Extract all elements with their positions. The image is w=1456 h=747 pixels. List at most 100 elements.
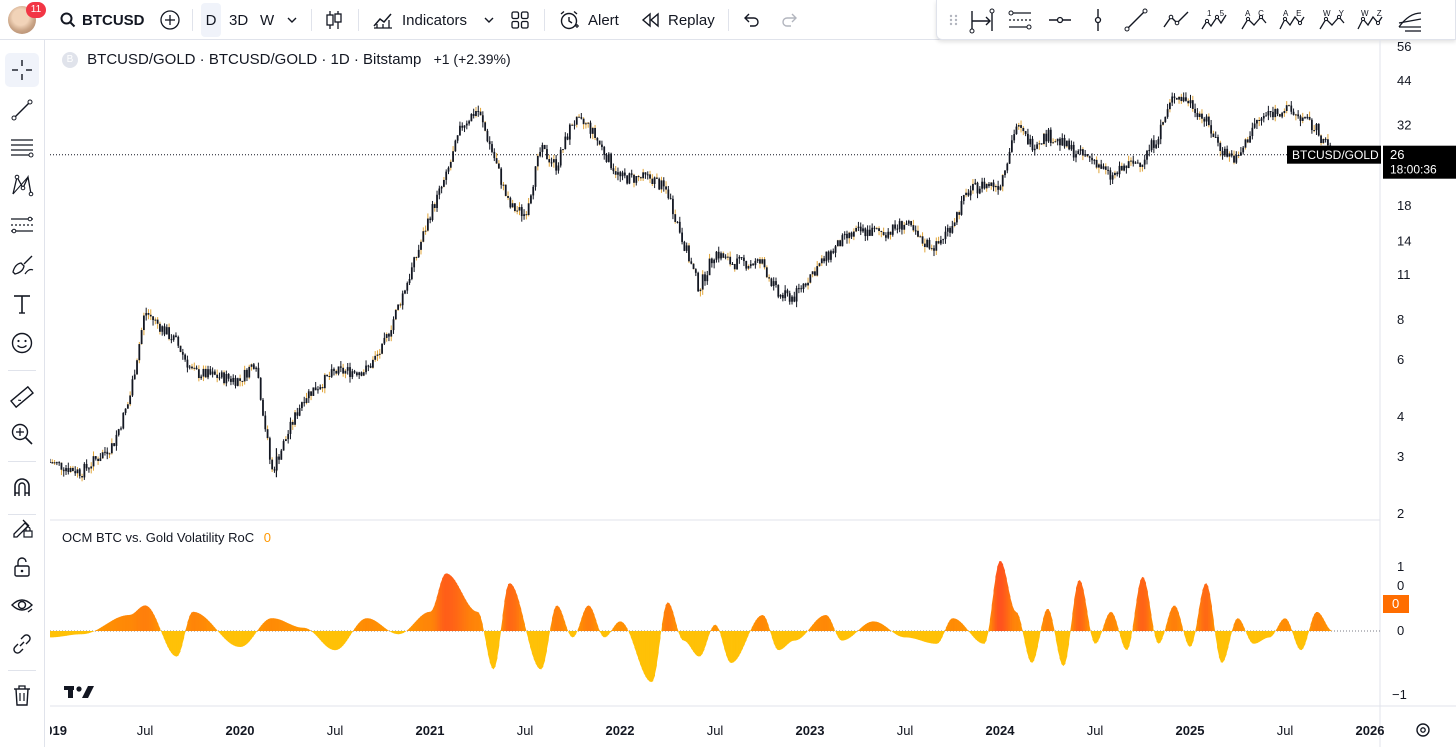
- link-icon[interactable]: [5, 627, 39, 661]
- candle-body: [726, 256, 729, 258]
- candle-body: [1327, 139, 1329, 146]
- drag-handle-icon[interactable]: [939, 5, 958, 35]
- candle-body: [903, 224, 906, 230]
- projection-icon[interactable]: [5, 208, 39, 242]
- fib-fan-icon[interactable]: [1395, 5, 1425, 35]
- candle-body: [337, 366, 340, 374]
- osc-area-segment: [638, 631, 641, 664]
- osc-area-segment: [1105, 615, 1108, 631]
- zigzag-icon[interactable]: [1161, 5, 1191, 35]
- osc-area-segment: [225, 631, 229, 642]
- trash-icon[interactable]: [5, 678, 39, 712]
- crosshair-icon[interactable]: [5, 53, 39, 87]
- elliott-ae-icon[interactable]: A E: [1277, 5, 1307, 35]
- eye-icon[interactable]: [5, 588, 39, 622]
- chart-legend[interactable]: B BTCUSD/GOLD · BTCUSD/GOLD · 1D · Bitst…: [62, 51, 511, 68]
- osc-area-segment: [183, 629, 186, 638]
- indicators-dropdown[interactable]: [483, 0, 495, 40]
- candle-body: [912, 225, 915, 231]
- brush-icon[interactable]: [5, 248, 39, 282]
- pattern-icon[interactable]: [5, 168, 39, 202]
- parallel-channel-icon[interactable]: [1005, 5, 1035, 35]
- osc-area-segment: [617, 621, 621, 631]
- osc-area-segment: [354, 626, 357, 631]
- price-pane[interactable]: [50, 92, 1380, 482]
- osc-area-segment: [1048, 609, 1051, 631]
- osc-area-segment: [1022, 631, 1026, 643]
- zoom-in-icon[interactable]: [5, 417, 39, 451]
- replay-button[interactable]: Replay: [641, 0, 715, 40]
- osc-area-segment: [139, 606, 143, 631]
- settings-gear-icon[interactable]: [1416, 723, 1430, 737]
- candle-body: [154, 319, 157, 321]
- candle-body: [1155, 144, 1158, 148]
- osc-area-segment: [868, 621, 872, 631]
- undo-button[interactable]: [742, 0, 760, 40]
- osc-area-segment: [1129, 631, 1132, 646]
- osc-area-segment: [676, 625, 679, 633]
- chart-type-button[interactable]: [324, 0, 344, 40]
- trend-line-icon[interactable]: [1121, 5, 1151, 35]
- candle-body: [1201, 113, 1203, 119]
- osc-area-segment: [713, 624, 716, 631]
- elliott-ac-icon[interactable]: A C: [1239, 5, 1269, 35]
- redo-button[interactable]: [781, 0, 799, 40]
- alert-button[interactable]: Alert: [558, 0, 619, 40]
- elliott-wy-icon[interactable]: W Y: [1317, 5, 1347, 35]
- lock-drawings-icon[interactable]: [5, 510, 39, 544]
- osc-area-segment: [119, 616, 122, 631]
- emoji-icon[interactable]: [5, 326, 39, 360]
- fib-retracement-icon[interactable]: [5, 130, 39, 164]
- symbol-search-button[interactable]: BTCUSD: [60, 0, 145, 40]
- indicator-legend[interactable]: OCM BTC vs. Gold Volatility RoC 0: [62, 530, 271, 545]
- magnet-icon[interactable]: [5, 470, 39, 504]
- oscillator-axis[interactable]: 1 0 0 −1 0: [1383, 559, 1409, 702]
- indicators-button[interactable]: Indicators: [372, 0, 467, 40]
- osc-area-segment: [896, 631, 899, 636]
- oscillator-pane[interactable]: [50, 560, 1380, 683]
- candle-body: [1205, 116, 1208, 122]
- osc-area-segment: [99, 627, 102, 631]
- osc-area-segment: [123, 615, 126, 631]
- trend-line-icon[interactable]: [5, 93, 39, 127]
- candle-body: [314, 387, 317, 391]
- elliott-wz-icon[interactable]: W Z: [1355, 5, 1385, 35]
- candle-body: [1269, 111, 1272, 113]
- interval-w-button[interactable]: W: [260, 11, 275, 29]
- candle-body: [177, 336, 180, 346]
- candle-body: [804, 283, 807, 286]
- osc-area-segment: [1050, 613, 1053, 631]
- ruler-icon[interactable]: [5, 380, 39, 414]
- candle-body: [610, 153, 612, 169]
- date-range-icon[interactable]: [967, 5, 997, 35]
- candle-body: [1068, 140, 1071, 150]
- candle-body: [161, 326, 164, 332]
- osc-area-segment: [165, 631, 168, 647]
- osc-area-segment: [209, 621, 212, 631]
- candle-body: [944, 231, 947, 240]
- compare-symbol-button[interactable]: [159, 0, 181, 40]
- osc-area-segment: [1006, 578, 1009, 631]
- lock-icon[interactable]: [5, 550, 39, 584]
- candle-body: [765, 267, 768, 278]
- horizontal-ray-icon[interactable]: [1045, 5, 1075, 35]
- price-axis[interactable]: 2 3 4 6 8 11 14 18 32 44 56: [1397, 40, 1411, 521]
- vertical-line-icon[interactable]: [1083, 5, 1113, 35]
- layouts-button[interactable]: [510, 0, 530, 40]
- candle-body: [820, 258, 823, 264]
- candle-body: [1317, 123, 1320, 136]
- interval-3d-button[interactable]: 3D: [229, 11, 249, 29]
- interval-d-button[interactable]: D: [201, 3, 221, 37]
- text-icon[interactable]: [5, 287, 39, 321]
- interval-dropdown[interactable]: [286, 0, 298, 40]
- notification-badge[interactable]: 11: [26, 2, 46, 18]
- osc-area-segment: [385, 628, 388, 631]
- osc-area-segment: [1055, 631, 1059, 650]
- elliott-15-icon[interactable]: 1 5: [1199, 5, 1229, 35]
- osc-area-segment: [134, 611, 137, 631]
- time-axis[interactable]: 2019 Jul 2020 Jul 2021 Jul 2022 Jul 2023 Jul 2024 J…: [50, 723, 1384, 738]
- candle-body: [617, 172, 619, 175]
- candle-body: [367, 365, 370, 367]
- time-axis-label: Jul: [327, 723, 344, 738]
